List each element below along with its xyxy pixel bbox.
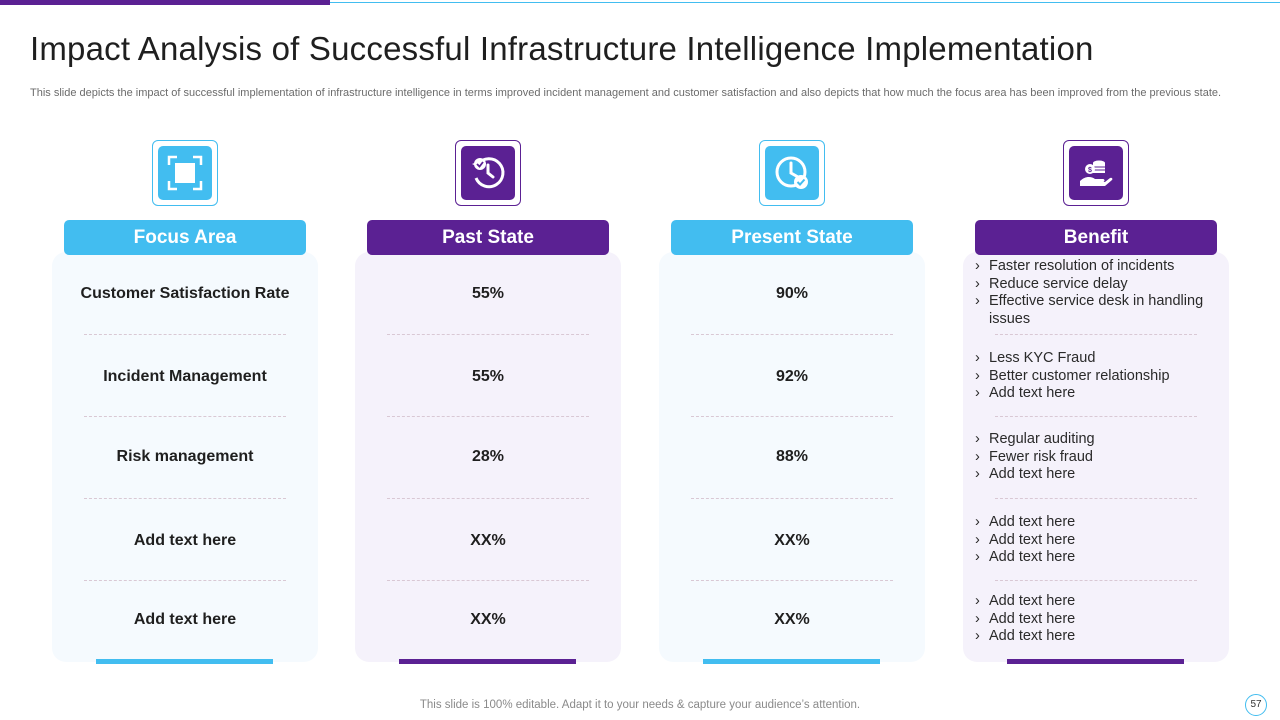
benefit-icon-frame: $ (1063, 140, 1129, 206)
benefit-item: Add text here (975, 628, 1215, 646)
past-state-cell: 28% (471, 448, 505, 465)
present-state-panel (659, 252, 925, 662)
focus-area-cell: Add text here (133, 532, 237, 549)
past-state-icon-frame (455, 140, 521, 206)
benefit-list: Add text here Add text here Add text her… (975, 593, 1215, 646)
hand-coins-icon: $ (1069, 146, 1123, 200)
row-divider (691, 416, 893, 417)
present-state-cell: 88% (775, 448, 809, 465)
focus-area-column: Focus Area Customer Satisfaction Rate In… (52, 140, 318, 670)
benefit-item: Add text here (975, 549, 1215, 567)
past-state-cell: 55% (471, 368, 505, 385)
row-divider (84, 498, 286, 499)
benefit-item: Reduce service delay (975, 276, 1215, 294)
benefit-item: Regular auditing (975, 431, 1215, 449)
past-state-footer-bar (399, 659, 576, 664)
present-state-cell: XX% (774, 532, 810, 549)
row-divider (691, 498, 893, 499)
row-divider (387, 580, 589, 581)
top-accent-bar (0, 0, 330, 5)
present-state-cell: 90% (775, 285, 809, 302)
past-state-cell: 55% (471, 285, 505, 302)
present-state-icon-frame (759, 140, 825, 206)
row-divider (995, 580, 1197, 581)
row-divider (84, 334, 286, 335)
benefit-list: Regular auditing Fewer risk fraud Add te… (975, 431, 1215, 484)
row-divider (995, 416, 1197, 417)
benefit-item: Add text here (975, 593, 1215, 611)
focus-area-panel (52, 252, 318, 662)
row-divider (995, 334, 1197, 335)
benefit-list: Less KYC Fraud Better customer relations… (975, 350, 1215, 403)
slide-title: Impact Analysis of Successful Infrastruc… (30, 30, 1094, 67)
focus-area-cell: Risk management (116, 448, 254, 465)
benefit-item: Better customer relationship (975, 368, 1215, 386)
slide-subtitle: This slide depicts the impact of success… (30, 87, 1222, 99)
past-state-column: Past State 55% 55% 28% XX% XX% (355, 140, 621, 670)
benefit-header: Benefit (975, 220, 1217, 255)
benefit-item: Add text here (975, 385, 1215, 403)
present-state-cell: XX% (774, 611, 810, 628)
benefit-item: Effective service desk in handling issue… (975, 293, 1215, 328)
clock-refresh-icon (461, 146, 515, 200)
row-divider (387, 334, 589, 335)
present-state-header: Present State (671, 220, 913, 255)
footer-note: This slide is 100% editable. Adapt it to… (419, 699, 861, 711)
benefit-item: Fewer risk fraud (975, 449, 1215, 467)
row-divider (387, 416, 589, 417)
focus-area-icon-frame (152, 140, 218, 206)
focus-area-cell: Incident Management (103, 368, 267, 385)
page-number: 57 (1245, 694, 1267, 716)
present-state-column: Present State 90% 92% 88% XX% XX% (659, 140, 925, 670)
past-state-cell: XX% (470, 611, 506, 628)
row-divider (84, 580, 286, 581)
benefit-list: Add text here Add text here Add text her… (975, 514, 1215, 567)
benefit-column: $ Benefit Faster resolution of incidents… (963, 140, 1229, 670)
benefit-item: Add text here (975, 611, 1215, 629)
focus-area-header: Focus Area (64, 220, 306, 255)
past-state-header: Past State (367, 220, 609, 255)
benefit-item: Add text here (975, 514, 1215, 532)
present-state-cell: 92% (775, 368, 809, 385)
benefit-item: Less KYC Fraud (975, 350, 1215, 368)
focus-area-cell: Customer Satisfaction Rate (80, 285, 290, 302)
row-divider (691, 334, 893, 335)
top-accent-line (0, 2, 1280, 3)
benefit-footer-bar (1007, 659, 1184, 664)
past-state-cell: XX% (470, 532, 506, 549)
row-divider (691, 580, 893, 581)
row-divider (995, 498, 1197, 499)
present-state-footer-bar (703, 659, 880, 664)
svg-text:$: $ (1088, 167, 1092, 174)
benefit-item: Add text here (975, 466, 1215, 484)
row-divider (84, 416, 286, 417)
clock-check-icon (765, 146, 819, 200)
focus-area-footer-bar (96, 659, 273, 664)
benefit-item: Faster resolution of incidents (975, 258, 1215, 276)
benefit-list: Faster resolution of incidents Reduce se… (975, 258, 1215, 328)
past-state-panel (355, 252, 621, 662)
focus-frame-icon (158, 146, 212, 200)
focus-area-cell: Add text here (133, 611, 237, 628)
row-divider (387, 498, 589, 499)
benefit-item: Add text here (975, 532, 1215, 550)
